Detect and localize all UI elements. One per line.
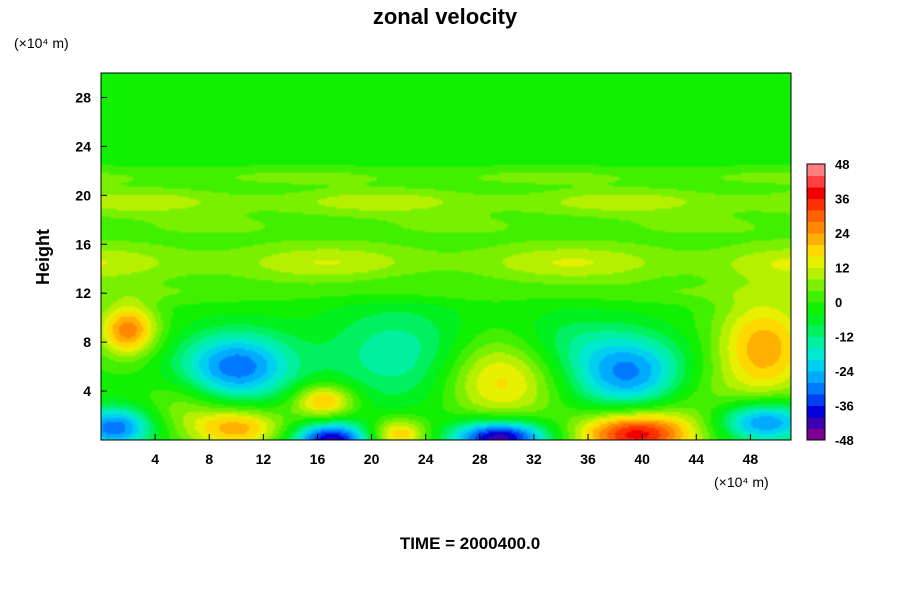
y-tick-label: 20 xyxy=(75,187,91,203)
colorbar-segment xyxy=(807,325,825,337)
x-tick-label: 40 xyxy=(634,451,650,467)
x-axis-ticks: 4 8 12 16 20 24 28 32 36 40 44 48 xyxy=(151,434,758,467)
colorbar-segment xyxy=(807,336,825,349)
colorbar-segment xyxy=(807,164,825,176)
y-tick-label: 12 xyxy=(75,285,91,301)
x-tick-label: 16 xyxy=(310,451,326,467)
colorbar-segment xyxy=(807,210,825,222)
y-axis-unit: (×10⁴ m) xyxy=(14,35,69,51)
y-tick-label: 4 xyxy=(83,383,91,399)
x-tick-label: 36 xyxy=(580,451,596,467)
colorbar-segment xyxy=(807,405,825,418)
y-tick-label: 24 xyxy=(75,138,91,154)
colorbar-segment xyxy=(807,290,825,303)
colorbar xyxy=(806,163,826,441)
colorbar-segment xyxy=(807,233,825,245)
time-footer: TIME = 2000400.0 xyxy=(400,534,540,553)
colorbar-segment xyxy=(807,359,825,372)
x-tick-label: 32 xyxy=(526,451,542,467)
colorbar-tick-label: 24 xyxy=(835,226,850,241)
colorbar-segment xyxy=(807,279,825,291)
colorbar-tick-label: -12 xyxy=(835,330,854,345)
colorbar-segment xyxy=(807,313,825,326)
x-tick-label: 24 xyxy=(418,451,434,467)
colorbar-segment xyxy=(807,417,825,429)
colorbar-segment xyxy=(807,302,825,314)
colorbar-segment xyxy=(807,371,825,383)
colorbar-frame xyxy=(806,163,826,441)
x-tick-label: 12 xyxy=(256,451,272,467)
colorbar-segment xyxy=(807,428,825,441)
colorbar-segment xyxy=(807,348,825,360)
x-tick-label: 8 xyxy=(205,451,213,467)
colorbar-tick-label: -48 xyxy=(835,433,854,448)
x-axis-unit: (×10⁴ m) xyxy=(714,474,769,490)
colorbar-segment xyxy=(807,187,825,199)
plot-area xyxy=(100,72,792,441)
colorbar-segment xyxy=(807,244,825,257)
colorbar-tick-label: 48 xyxy=(835,157,849,172)
colorbar-ticks: 48 36 24 12 0 -12 -24 -36 -48 xyxy=(835,157,855,448)
colorbar-tick-label: -36 xyxy=(835,399,854,414)
colorbar-tick-label: 0 xyxy=(835,295,842,310)
x-tick-label: 48 xyxy=(743,451,759,467)
colorbar-segment xyxy=(807,256,825,268)
x-tick-label: 4 xyxy=(151,451,159,467)
colorbar-segment xyxy=(807,175,825,188)
x-tick-label: 28 xyxy=(472,451,488,467)
y-axis-label: Height xyxy=(33,229,53,285)
colorbar-segment xyxy=(807,198,825,211)
colorbar-segment xyxy=(807,394,825,406)
y-tick-label: 8 xyxy=(83,334,91,350)
x-tick-label: 20 xyxy=(364,451,380,467)
colorbar-segment xyxy=(807,221,825,234)
colorbar-tick-label: -24 xyxy=(835,364,855,379)
y-tick-label: 16 xyxy=(75,236,91,252)
colorbar-tick-label: 36 xyxy=(835,192,849,207)
y-tick-label: 28 xyxy=(75,89,91,105)
y-axis-ticks: 4 8 12 16 20 24 28 xyxy=(75,89,107,399)
plot-frame xyxy=(100,72,792,441)
x-tick-label: 44 xyxy=(689,451,705,467)
colorbar-segment xyxy=(807,267,825,280)
heatmap-field xyxy=(101,73,791,440)
colorbar-tick-label: 12 xyxy=(835,261,849,276)
chart-title: zonal velocity xyxy=(373,4,518,29)
colorbar-segment xyxy=(807,382,825,395)
